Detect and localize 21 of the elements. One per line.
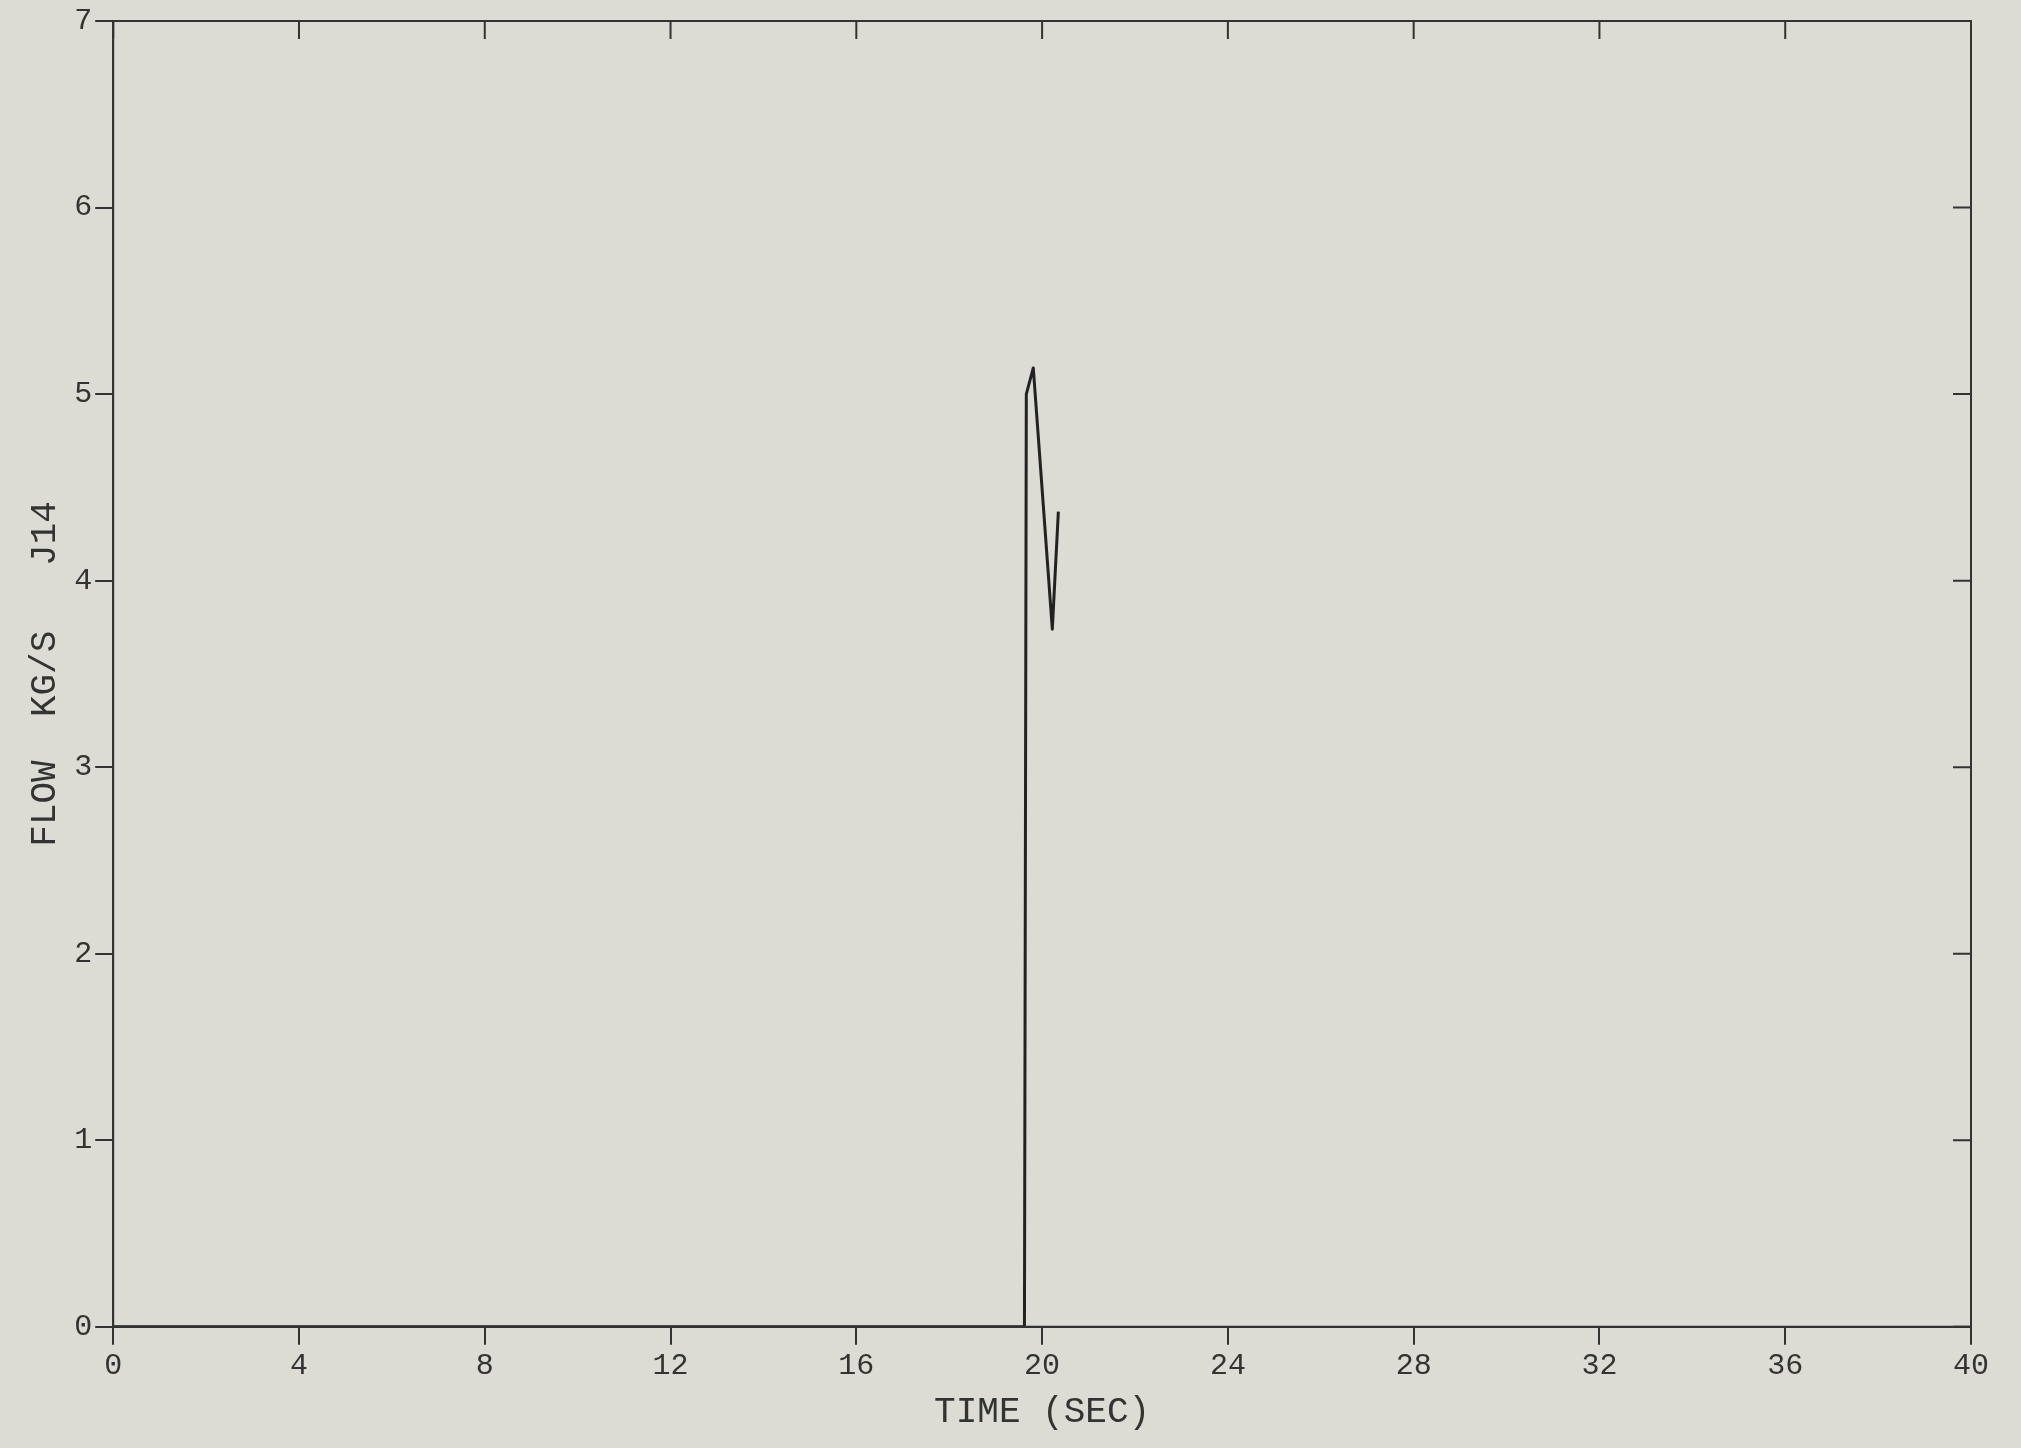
x-tick-label: 0 xyxy=(104,1348,123,1383)
y-tick-label: 7 xyxy=(74,3,93,38)
y-tick-label: 5 xyxy=(74,377,93,412)
x-tick-label: 32 xyxy=(1581,1348,1618,1383)
y-tick-label: 0 xyxy=(74,1309,93,1344)
x-tick-label: 8 xyxy=(475,1348,494,1383)
x-tick-label: 28 xyxy=(1395,1348,1432,1383)
x-tick-label: 24 xyxy=(1209,1348,1246,1383)
x-tick-label: 16 xyxy=(838,1348,875,1383)
y-tick-label: 4 xyxy=(74,563,93,598)
x-tick-label: 40 xyxy=(1952,1348,1990,1383)
x-tick-label: 4 xyxy=(289,1348,308,1383)
y-tick-label: 3 xyxy=(74,750,93,785)
y-tick-label: 2 xyxy=(74,936,93,971)
y-axis-title: FLOW KG/S J14 xyxy=(25,501,67,847)
y-tick-label: 1 xyxy=(74,1123,93,1158)
x-axis-title: TIME (SEC) xyxy=(934,1391,1151,1433)
y-tick-label: 6 xyxy=(74,190,93,225)
x-tick-label: 36 xyxy=(1767,1348,1804,1383)
x-tick-label: 12 xyxy=(652,1348,689,1383)
x-tick-label: 20 xyxy=(1024,1348,1061,1383)
